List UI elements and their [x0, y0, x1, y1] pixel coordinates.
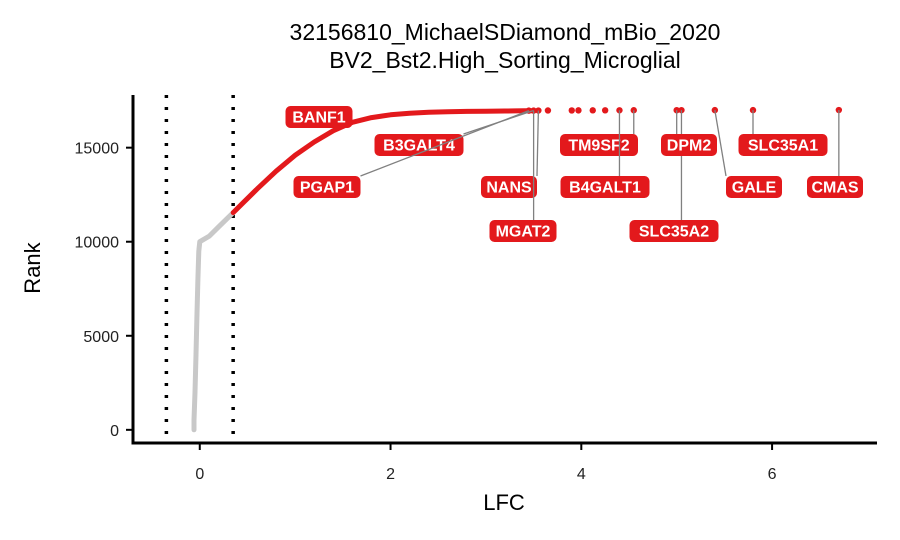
gene-label-text: SLC35A2	[639, 224, 709, 241]
gene-label-text: GALE	[732, 180, 777, 197]
x-tick-label: 4	[577, 466, 586, 483]
top-gene-point-2	[535, 107, 542, 114]
gene-label-cmas: CMAS	[807, 110, 863, 198]
y-tick-label: 5000	[83, 329, 119, 346]
gene-label-box	[726, 176, 782, 198]
x-tick-label: 0	[195, 466, 204, 483]
top-gene-point-4	[568, 107, 575, 114]
gene-label-text: MGAT2	[496, 224, 551, 241]
y-axis-title: Rank	[20, 241, 45, 293]
top-gene-point-7	[601, 107, 609, 114]
gene-label-banf1: BANF1	[285, 106, 353, 128]
gene-label-text: B4GALT1	[569, 180, 641, 197]
leader-line	[536, 110, 540, 177]
gene-label-box	[489, 220, 557, 242]
y-tick-label: 10000	[75, 235, 120, 252]
top-gene-point-6	[589, 107, 596, 114]
y-tick-label: 15000	[75, 141, 120, 158]
gene-label-text: SLC35A1	[748, 138, 818, 155]
background-genes-curve	[191, 210, 236, 433]
top-gene-point-5	[575, 107, 582, 114]
gene-label-box	[629, 220, 719, 242]
threshold-lines	[164, 95, 235, 443]
top-gene-point-3	[544, 107, 552, 114]
gene-label-box	[807, 176, 863, 198]
gene-label-box	[285, 106, 353, 128]
gene-label-box	[374, 134, 464, 156]
gene-label-text: DPM2	[667, 138, 712, 155]
chart-subtitle: BV2_Bst2.High_Sorting_Microglial	[329, 47, 681, 73]
x-tick-label: 6	[768, 466, 777, 483]
gene-label-pgap1: PGAP1	[293, 110, 530, 198]
gene-label-slc35a1: SLC35A1	[738, 110, 828, 156]
gene-labels: BANF1 B3GALT4 PGAP1 NANS MGAT2 TM9SF2 B4GALT1 S…	[285, 106, 863, 242]
gene-label-slc35a2: SLC35A2	[629, 110, 719, 242]
gene-label-box	[738, 134, 828, 156]
gene-label-text: PGAP1	[300, 180, 354, 197]
gene-label-box	[481, 176, 537, 198]
gene-label-text: TM9SF2	[568, 138, 629, 155]
gene-label-box	[560, 176, 650, 198]
gene-label-mgat2: MGAT2	[489, 110, 557, 242]
x-axis-title: LFC	[483, 490, 525, 515]
leader-line	[714, 110, 727, 177]
x-tick-label: 2	[386, 466, 395, 483]
axes: 0 2 4 6 0 5000 10000 15000	[75, 95, 877, 483]
chart-title: 32156810_MichaelSDiamond_mBio_2020	[290, 19, 721, 45]
gene-label-box	[661, 134, 717, 156]
gene-label-gale: GALE	[714, 110, 782, 198]
gene-label-box	[293, 176, 361, 198]
gene-label-text: B3GALT4	[383, 138, 455, 155]
gene-label-text: CMAS	[811, 180, 858, 197]
gene-label-tm9sf2: TM9SF2	[560, 110, 638, 156]
gene-label-box	[560, 134, 638, 156]
gene-label-b4galt1: B4GALT1	[560, 110, 650, 198]
hit-genes-curve	[230, 108, 537, 216]
gene-label-dpm2: DPM2	[661, 110, 717, 156]
y-tick-label: 0	[110, 423, 119, 440]
gene-label-nans: NANS	[481, 110, 540, 198]
leader-line	[360, 110, 530, 177]
gene-label-text: NANS	[486, 180, 532, 197]
gene-label-text: BANF1	[292, 110, 345, 127]
